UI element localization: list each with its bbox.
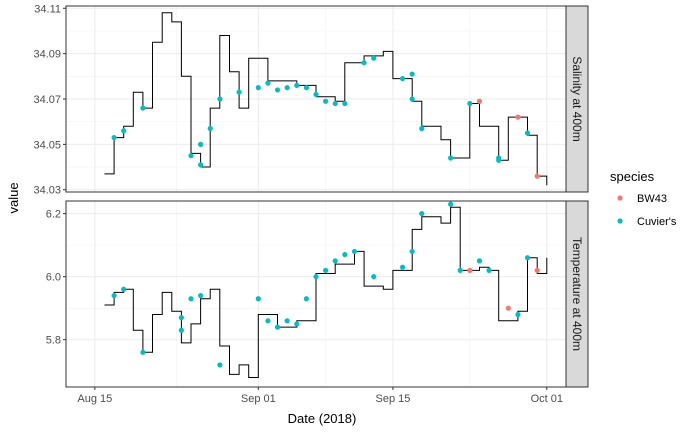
point-cuviers — [178, 315, 184, 321]
x-axis-title: Date (2018) — [288, 411, 357, 426]
facet-strip — [565, 200, 589, 388]
y-tick-label: 34.05 — [33, 139, 61, 151]
x-tick-label: Oct 01 — [531, 393, 563, 405]
point-cuviers — [121, 128, 127, 134]
point-cuviers — [255, 85, 261, 91]
point-bw43 — [505, 305, 511, 311]
point-cuviers — [236, 89, 242, 95]
point-cuviers — [255, 296, 261, 302]
panel-1: 34.03 34.05 34.07 34.09 34.11 Salinity at 400… — [33, 3, 589, 197]
point-cuviers — [361, 60, 367, 66]
point-cuviers — [265, 318, 271, 324]
point-cuviers — [371, 274, 377, 280]
y-axis-title: value — [6, 182, 21, 213]
point-cuviers — [448, 155, 454, 161]
point-cuviers — [342, 251, 348, 258]
point-cuviers — [371, 55, 377, 61]
point-cuviers — [121, 286, 127, 292]
point-cuviers — [198, 141, 204, 147]
point-cuviers — [178, 327, 184, 333]
legend-key-cuviers — [617, 218, 623, 224]
point-cuviers — [111, 134, 117, 141]
point-cuviers — [409, 71, 415, 77]
point-cuviers — [294, 82, 300, 88]
point-cuviers — [274, 324, 281, 330]
point-cuviers — [409, 248, 415, 255]
point-bw43 — [476, 98, 483, 104]
point-cuviers — [332, 258, 338, 264]
y-tick-label: 5.8 — [46, 335, 61, 347]
x-tick-label: Sep 01 — [241, 393, 276, 405]
point-cuviers — [409, 96, 415, 102]
point-cuviers — [284, 85, 290, 91]
facet-strip — [565, 5, 589, 193]
point-cuviers — [448, 201, 454, 207]
point-bw43 — [515, 114, 521, 120]
point-cuviers — [323, 98, 329, 104]
y-tick-label: 34.09 — [33, 49, 61, 61]
point-cuviers — [313, 274, 319, 280]
panel-2: 5.8 6.0 6.2 Temperature at 400m — [46, 200, 589, 388]
y-tick-label: 6.0 — [46, 272, 61, 284]
x-tick-label: Aug 15 — [77, 393, 112, 405]
point-cuviers — [323, 267, 329, 273]
point-cuviers — [515, 311, 521, 318]
point-cuviers — [188, 296, 194, 302]
point-cuviers — [476, 258, 483, 264]
point-cuviers — [284, 318, 290, 324]
point-cuviers — [217, 96, 223, 102]
point-cuviers — [140, 349, 146, 355]
point-cuviers — [198, 162, 204, 168]
point-cuviers — [496, 157, 502, 163]
legend-key-bw43 — [617, 195, 623, 201]
point-cuviers — [294, 321, 300, 327]
point-cuviers — [217, 362, 223, 368]
point-cuviers — [467, 100, 473, 107]
x-tick-label: Sep 15 — [375, 393, 410, 405]
point-cuviers — [140, 105, 146, 111]
point-bw43 — [467, 267, 473, 273]
point-bw43 — [534, 173, 540, 179]
y-tick-label: 34.03 — [33, 185, 61, 197]
point-cuviers — [265, 80, 271, 86]
point-cuviers — [332, 100, 338, 107]
y-tick-label: 34.07 — [33, 94, 61, 106]
point-cuviers — [274, 87, 281, 93]
legend-label: BW43 — [637, 193, 667, 205]
y-tick-label: 6.2 — [46, 209, 61, 221]
panels: 34.03 34.05 34.07 34.09 34.11 Salinity at 400… — [33, 3, 589, 388]
facet-strip-label: Salinity at 400m — [570, 56, 584, 141]
point-cuviers — [524, 255, 531, 261]
point-cuviers — [399, 264, 406, 270]
point-cuviers — [198, 292, 204, 299]
legend-title: species — [610, 169, 655, 184]
facet-strip-label: Temperature at 400m — [570, 237, 584, 351]
point-cuviers — [399, 75, 406, 82]
point-bw43 — [534, 267, 540, 273]
legend: species BW43 Cuvier's — [610, 169, 677, 229]
point-cuviers — [207, 125, 213, 132]
point-cuviers — [457, 267, 463, 273]
x-axis: Aug 15 Sep 01 Sep 15 Oct 01 — [77, 387, 563, 405]
point-cuviers — [188, 153, 194, 159]
point-cuviers — [419, 211, 425, 217]
y-tick-label: 34.11 — [34, 3, 61, 15]
point-cuviers — [303, 85, 309, 91]
point-cuviers — [342, 100, 348, 107]
point-cuviers — [351, 248, 358, 255]
point-cuviers — [303, 296, 309, 302]
point-cuviers — [524, 130, 531, 136]
point-cuviers — [419, 125, 425, 132]
point-cuviers — [111, 292, 117, 299]
legend-label: Cuvier's — [637, 216, 677, 228]
point-cuviers — [486, 267, 492, 273]
point-cuviers — [313, 91, 319, 98]
series-line — [104, 206, 548, 378]
